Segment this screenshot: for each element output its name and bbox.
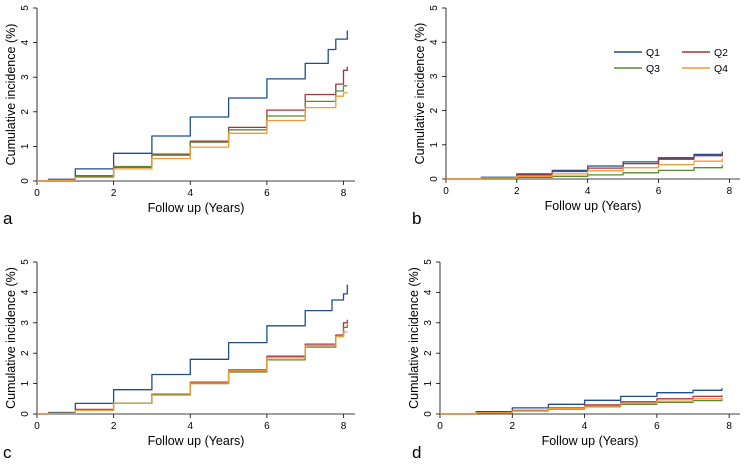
y-tick-label: 0 xyxy=(20,411,31,417)
y-axis-title: Cumulative incidence (%) xyxy=(4,267,18,409)
x-tick-label: 6 xyxy=(654,421,660,432)
panel-b: 0 1 2 3 4 5 0 2 4 6 8 Cumulative incidence (%) Follo… xyxy=(412,5,740,228)
x-tick-label: 2 xyxy=(514,186,520,197)
panel-c: 0 1 2 3 4 5 0 2 4 6 8 Cumulative incidence (%) Follo… xyxy=(3,259,355,462)
y-axis-title: Cumulative incidence (%) xyxy=(407,267,421,409)
panel-letter: b xyxy=(412,209,421,228)
series-line-q2 xyxy=(37,319,348,415)
y-tick-label: 0 xyxy=(429,176,440,182)
y-tick-label: 4 xyxy=(20,289,31,295)
series-line-q4 xyxy=(440,397,723,415)
series-line-q4 xyxy=(37,331,348,415)
series-line-q1 xyxy=(37,284,348,415)
x-tick-label: 8 xyxy=(341,188,347,199)
x-tick-label: 2 xyxy=(111,188,117,199)
y-tick-label: 2 xyxy=(423,350,434,356)
x-tick-label: 2 xyxy=(510,421,516,432)
x-tick-label: 4 xyxy=(582,421,588,432)
x-tick-label: 4 xyxy=(187,188,193,199)
x-axis-title: Follow up (Years) xyxy=(148,434,245,448)
x-tick-label: 8 xyxy=(341,421,347,432)
series-line-q3 xyxy=(37,324,348,415)
x-axis-title: Follow up (Years) xyxy=(542,434,639,448)
y-tick-label: 2 xyxy=(429,107,440,113)
legend-label-q4: Q4 xyxy=(714,63,728,75)
x-axis-title: Follow up (Years) xyxy=(148,201,245,215)
y-tick-label: 1 xyxy=(20,380,31,386)
y-axis-title: Cumulative incidence (%) xyxy=(4,24,18,166)
y-axis-title: Cumulative incidence (%) xyxy=(413,23,427,165)
x-tick-label: 6 xyxy=(264,421,270,432)
x-axis-title: Follow up (Years) xyxy=(545,199,642,213)
y-tick-label: 4 xyxy=(20,39,31,45)
x-tick-label: 4 xyxy=(187,421,193,432)
y-tick-label: 1 xyxy=(423,380,434,386)
series-line-q1 xyxy=(440,388,723,415)
x-tick-label: 8 xyxy=(726,421,732,432)
y-tick-label: 3 xyxy=(423,320,434,326)
series-line-q2 xyxy=(37,66,348,182)
y-tick-label: 5 xyxy=(429,5,440,11)
series-line-q3 xyxy=(37,85,348,182)
x-tick-label: 6 xyxy=(656,186,662,197)
x-tick-label: 0 xyxy=(34,421,40,432)
x-tick-label: 8 xyxy=(727,186,733,197)
panel-d: 0 1 2 3 4 5 0 2 4 6 8 Cumulative incidence (%) Follo… xyxy=(407,259,740,462)
y-tick-label: 2 xyxy=(20,109,31,115)
y-tick-label: 5 xyxy=(20,5,31,11)
series-line-q4 xyxy=(37,92,348,182)
y-tick-label: 5 xyxy=(20,259,31,265)
x-tick-label: 0 xyxy=(443,186,449,197)
series-line-q4 xyxy=(446,158,723,180)
legend-label-q3: Q3 xyxy=(646,63,660,75)
x-tick-label: 0 xyxy=(437,421,443,432)
y-tick-label: 2 xyxy=(20,350,31,356)
x-tick-label: 2 xyxy=(111,421,117,432)
series-line-q1 xyxy=(446,151,723,180)
legend-label-q1: Q1 xyxy=(646,47,660,59)
legend-label-q2: Q2 xyxy=(714,47,728,59)
y-tick-label: 0 xyxy=(20,178,31,184)
legend: Q1 Q2 Q3 Q4 xyxy=(614,47,728,75)
y-tick-label: 1 xyxy=(20,143,31,149)
panel-letter: c xyxy=(3,443,12,462)
x-tick-label: 6 xyxy=(264,188,270,199)
y-tick-label: 4 xyxy=(423,289,434,295)
series-line-q1 xyxy=(37,30,348,182)
panel-letter: a xyxy=(3,209,13,228)
x-tick-label: 0 xyxy=(34,188,40,199)
y-tick-label: 0 xyxy=(423,411,434,417)
panel-a: 0 1 2 3 4 5 0 2 4 6 8 Cumulative incidence (%) Follo… xyxy=(3,5,355,228)
y-tick-label: 5 xyxy=(423,259,434,265)
y-tick-label: 3 xyxy=(20,74,31,80)
y-tick-label: 1 xyxy=(429,142,440,148)
y-tick-label: 3 xyxy=(20,320,31,326)
y-tick-label: 4 xyxy=(429,39,440,45)
x-tick-label: 4 xyxy=(585,186,591,197)
y-tick-label: 3 xyxy=(429,73,440,79)
panel-letter: d xyxy=(412,443,421,462)
